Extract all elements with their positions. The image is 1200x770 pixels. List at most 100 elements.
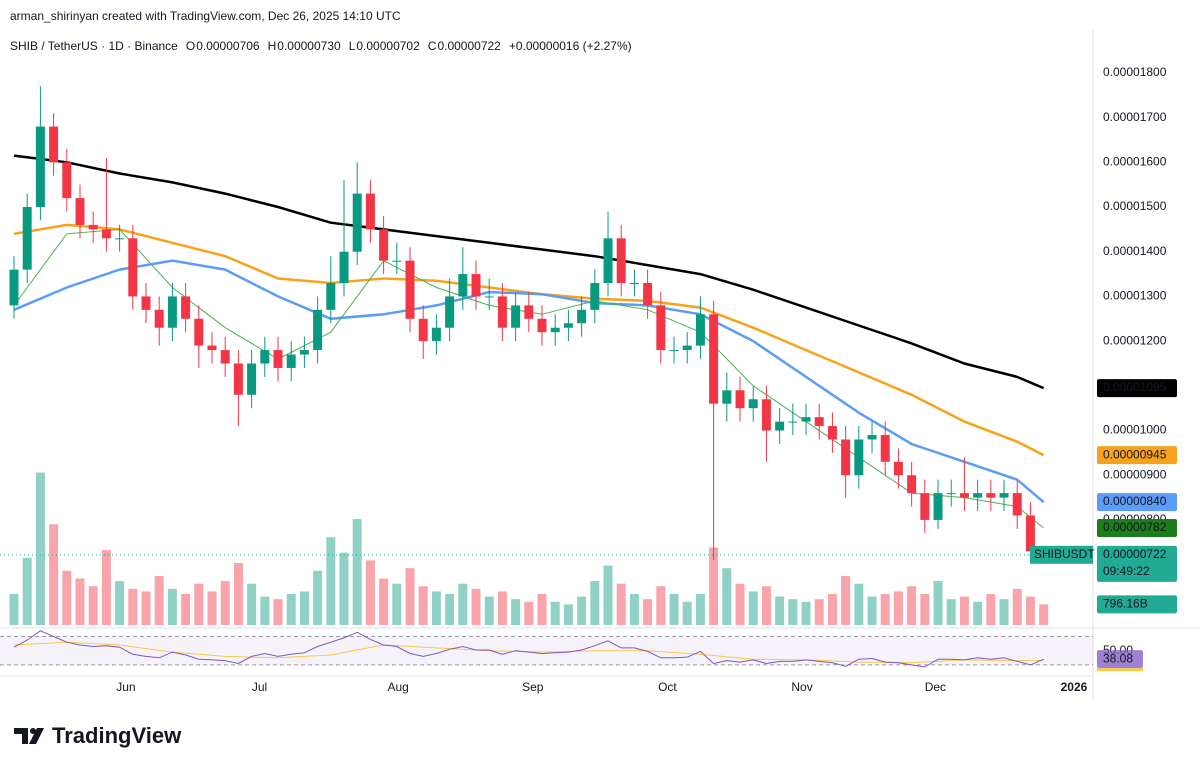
current-price-tag-text: 0.00000722: [1103, 547, 1167, 561]
y-tick-label: 0.00001400: [1103, 244, 1167, 258]
candle-body: [735, 390, 745, 409]
volume-bar: [471, 588, 481, 625]
candle-body: [841, 439, 851, 476]
volume-bar: [273, 599, 283, 625]
ma-price-tag-text: 0.00000945: [1103, 447, 1167, 461]
moving-average-line: [13, 154, 1045, 390]
candle-body: [880, 435, 890, 462]
candle-body: [75, 198, 85, 225]
candle-body: [299, 350, 309, 355]
volume-bar: [973, 601, 983, 625]
candle-body: [616, 238, 626, 284]
y-tick-label: 0.00001200: [1103, 333, 1167, 347]
candle-body: [946, 493, 956, 495]
candle-body: [933, 493, 943, 520]
volume-bar: [379, 578, 389, 625]
candle-body: [511, 305, 521, 328]
y-tick-label: 0.00001700: [1103, 110, 1167, 124]
candle-body: [973, 493, 983, 498]
volume-bar: [247, 583, 257, 625]
candle-body: [761, 399, 771, 431]
candle-body: [814, 417, 824, 427]
rsi-tag: [1097, 650, 1143, 669]
volume-bar: [841, 575, 851, 625]
candle-body: [365, 193, 375, 230]
y-tick-label: 0.00000900: [1103, 467, 1167, 481]
volume-bar: [75, 578, 85, 625]
volume-bar: [854, 583, 864, 625]
volume-bar: [352, 519, 362, 625]
volume-bar: [260, 596, 270, 625]
x-tick-label: Aug: [387, 680, 408, 694]
x-tick-label: 2026: [1061, 680, 1088, 694]
volume-bar: [590, 581, 600, 625]
candle-body: [260, 350, 270, 364]
ma-price-tag-text: 0.00001095: [1103, 380, 1167, 394]
volume-bar: [748, 591, 758, 625]
legend-key: C: [428, 39, 437, 53]
volume-bar: [550, 601, 560, 625]
volume-bar: [893, 591, 903, 625]
volume-bar: [207, 591, 217, 625]
candle-body: [577, 309, 587, 324]
candle-body: [709, 314, 719, 404]
volume-bar: [484, 596, 494, 625]
volume-bar: [524, 601, 534, 625]
volume-bar: [709, 547, 719, 625]
candle-body: [471, 274, 481, 297]
candle-body: [273, 350, 283, 368]
candle-body: [233, 363, 243, 395]
candle-body: [920, 493, 930, 520]
rsi-tag-text: 38.08: [1103, 651, 1133, 665]
legend-change: +0.00000016 (+2.27%): [509, 39, 632, 53]
candle-body: [220, 350, 230, 364]
ma-price-tag: [1097, 379, 1177, 398]
candle-body: [1025, 515, 1035, 552]
volume-bar: [999, 599, 1009, 625]
candle-body: [392, 260, 402, 262]
volume-bar: [1039, 604, 1049, 625]
volume-bar: [418, 586, 428, 625]
candle-body: [537, 318, 547, 333]
ma-price-tag-text: 0.00000782: [1103, 520, 1167, 534]
volume-bar: [233, 563, 243, 625]
volume-bar: [801, 601, 811, 625]
candle-body: [194, 318, 204, 346]
volume-bar: [511, 599, 521, 625]
legend-key: H: [268, 39, 277, 53]
volume-bar: [88, 586, 98, 625]
volume-tag: [1097, 595, 1177, 614]
candle-body: [497, 296, 507, 328]
volume-bar: [445, 594, 455, 625]
candle-body: [959, 493, 969, 498]
volume-bar: [537, 594, 547, 625]
volume-bar: [788, 599, 798, 625]
volume-bar: [365, 560, 375, 625]
y-tick-label: 0.00001300: [1103, 289, 1167, 303]
rsi-band-fill: [0, 636, 1093, 665]
ma-price-tag-text: 0.00000840: [1103, 494, 1167, 508]
ma-price-tag: [1097, 446, 1177, 465]
candle-body: [643, 283, 653, 306]
volume-bar: [326, 537, 336, 625]
volume-bar: [35, 472, 45, 625]
y-tick-label: 0.00001000: [1103, 423, 1167, 437]
candle-body: [748, 399, 758, 409]
volume-bar: [669, 594, 679, 625]
candle-body: [722, 390, 732, 404]
volume-tag-text: 796.16B: [1103, 597, 1148, 611]
x-tick-label: Oct: [658, 680, 677, 694]
legend-symbol: SHIB / TetherUS · 1D · Binance: [10, 39, 178, 53]
candle-body: [907, 475, 917, 494]
candle-body: [141, 296, 151, 310]
x-tick-label: Dec: [925, 680, 946, 694]
ma-price-tag: [1097, 518, 1177, 537]
volume-bar: [563, 604, 573, 625]
brand-logo: TradingView: [14, 723, 182, 748]
current-price-tag: [1097, 545, 1177, 582]
candle-body: [101, 229, 111, 239]
candle-body: [893, 461, 903, 476]
volume-bar: [431, 591, 441, 625]
candle-body: [827, 426, 837, 440]
